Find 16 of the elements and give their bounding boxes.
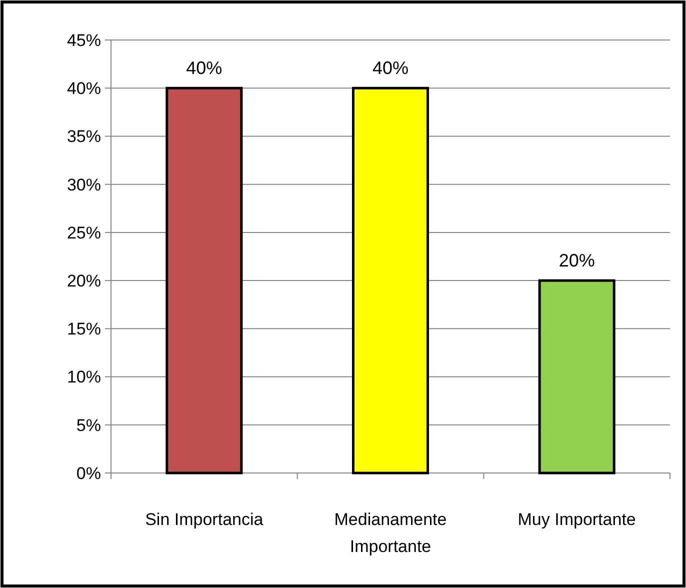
y-tick-label: 45% [66, 30, 101, 50]
y-tick-label: 5% [76, 416, 101, 435]
y-tick-label: 0% [76, 464, 101, 483]
data-label: 40% [372, 58, 409, 78]
x-tick-label: Medianamente Importante [334, 510, 447, 556]
y-tick-label: 30% [66, 175, 101, 194]
y-tick-label: 10% [66, 368, 101, 387]
x-tick-label: Sin Importancia [145, 510, 264, 529]
y-tick-label: 20% [66, 272, 101, 291]
data-label: 20% [558, 250, 595, 271]
y-tick-label: 40% [66, 79, 101, 98]
data-label: 40% [186, 58, 222, 78]
y-tick-label: 15% [66, 320, 101, 339]
y-tick-label: 35% [66, 127, 101, 146]
y-tick-label: 25% [66, 223, 101, 242]
x-tick-label: Muy Importante [518, 510, 636, 529]
